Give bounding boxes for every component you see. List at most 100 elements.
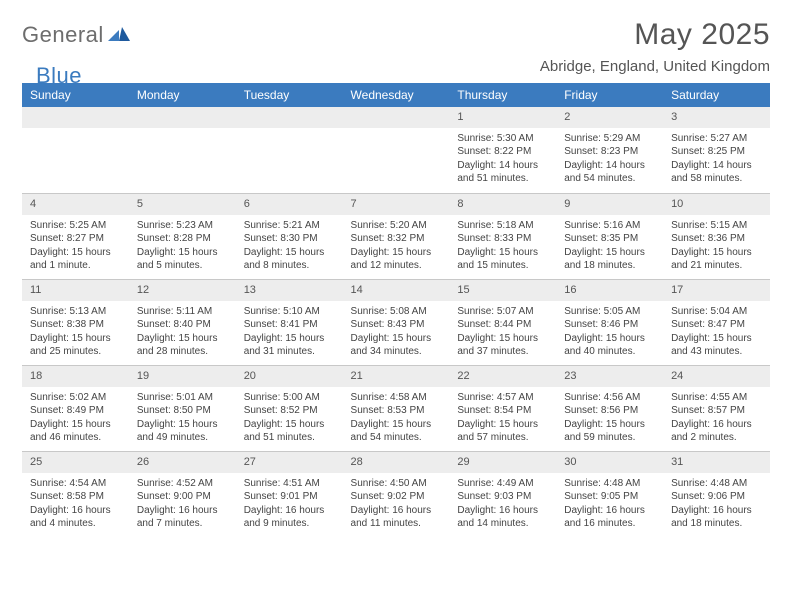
day-header: Monday: [129, 83, 236, 107]
sunrise-line: Sunrise: 5:21 AM: [244, 219, 335, 233]
sunrise-line: Sunrise: 4:57 AM: [457, 391, 548, 405]
calendar-day-cell: [22, 107, 129, 193]
day-body: Sunrise: 5:15 AMSunset: 8:36 PMDaylight:…: [663, 215, 770, 275]
sunset-line: Sunset: 8:58 PM: [30, 490, 121, 504]
sunset-line: Sunset: 8:56 PM: [564, 404, 655, 418]
daylight-line: Daylight: 15 hours and 46 minutes.: [30, 418, 121, 445]
day-number: 10: [663, 193, 770, 215]
day-number: 9: [556, 193, 663, 215]
day-header: Thursday: [449, 83, 556, 107]
logo: General: [22, 18, 132, 48]
day-body: Sunrise: 5:01 AMSunset: 8:50 PMDaylight:…: [129, 387, 236, 447]
day-number: 5: [129, 193, 236, 215]
day-body: Sunrise: 5:08 AMSunset: 8:43 PMDaylight:…: [343, 301, 450, 361]
day-body: Sunrise: 4:55 AMSunset: 8:57 PMDaylight:…: [663, 387, 770, 447]
day-body: Sunrise: 5:16 AMSunset: 8:35 PMDaylight:…: [556, 215, 663, 275]
sunrise-line: Sunrise: 5:01 AM: [137, 391, 228, 405]
day-body: Sunrise: 5:18 AMSunset: 8:33 PMDaylight:…: [449, 215, 556, 275]
daylight-line: Daylight: 15 hours and 49 minutes.: [137, 418, 228, 445]
day-number: [22, 107, 129, 128]
day-body: Sunrise: 5:30 AMSunset: 8:22 PMDaylight:…: [449, 128, 556, 188]
day-body: Sunrise: 4:49 AMSunset: 9:03 PMDaylight:…: [449, 473, 556, 533]
sunrise-line: Sunrise: 5:11 AM: [137, 305, 228, 319]
daylight-line: Daylight: 15 hours and 43 minutes.: [671, 332, 762, 359]
sunset-line: Sunset: 8:22 PM: [457, 145, 548, 159]
day-body: Sunrise: 4:57 AMSunset: 8:54 PMDaylight:…: [449, 387, 556, 447]
sunset-line: Sunset: 8:35 PM: [564, 232, 655, 246]
day-header: Saturday: [663, 83, 770, 107]
day-header: Wednesday: [343, 83, 450, 107]
daylight-line: Daylight: 14 hours and 58 minutes.: [671, 159, 762, 186]
page-title: May 2025: [540, 18, 770, 52]
sunrise-line: Sunrise: 5:00 AM: [244, 391, 335, 405]
sunrise-line: Sunrise: 4:49 AM: [457, 477, 548, 491]
day-body: Sunrise: 4:48 AMSunset: 9:05 PMDaylight:…: [556, 473, 663, 533]
sunset-line: Sunset: 8:40 PM: [137, 318, 228, 332]
page-header: General May 2025 Abridge, England, Unite…: [22, 18, 770, 75]
calendar-day-cell: 1Sunrise: 5:30 AMSunset: 8:22 PMDaylight…: [449, 107, 556, 193]
day-number: 1: [449, 107, 556, 128]
daylight-line: Daylight: 16 hours and 14 minutes.: [457, 504, 548, 531]
calendar-day-cell: 5Sunrise: 5:23 AMSunset: 8:28 PMDaylight…: [129, 193, 236, 279]
daylight-line: Daylight: 16 hours and 11 minutes.: [351, 504, 442, 531]
daylight-line: Daylight: 14 hours and 51 minutes.: [457, 159, 548, 186]
sunrise-line: Sunrise: 5:05 AM: [564, 305, 655, 319]
sunrise-line: Sunrise: 5:02 AM: [30, 391, 121, 405]
day-number: 26: [129, 451, 236, 473]
sunrise-line: Sunrise: 4:54 AM: [30, 477, 121, 491]
calendar-day-cell: 22Sunrise: 4:57 AMSunset: 8:54 PMDayligh…: [449, 365, 556, 451]
calendar-day-cell: [129, 107, 236, 193]
calendar-day-cell: 25Sunrise: 4:54 AMSunset: 8:58 PMDayligh…: [22, 451, 129, 537]
day-number: 6: [236, 193, 343, 215]
day-body: Sunrise: 5:07 AMSunset: 8:44 PMDaylight:…: [449, 301, 556, 361]
day-number: 23: [556, 365, 663, 387]
sunset-line: Sunset: 8:28 PM: [137, 232, 228, 246]
day-number: 8: [449, 193, 556, 215]
day-body: Sunrise: 4:48 AMSunset: 9:06 PMDaylight:…: [663, 473, 770, 533]
sunset-line: Sunset: 9:01 PM: [244, 490, 335, 504]
sunrise-line: Sunrise: 5:04 AM: [671, 305, 762, 319]
sunset-line: Sunset: 8:44 PM: [457, 318, 548, 332]
calendar-week-row: 11Sunrise: 5:13 AMSunset: 8:38 PMDayligh…: [22, 279, 770, 365]
day-number: 31: [663, 451, 770, 473]
sunset-line: Sunset: 8:47 PM: [671, 318, 762, 332]
calendar-day-cell: 14Sunrise: 5:08 AMSunset: 8:43 PMDayligh…: [343, 279, 450, 365]
daylight-line: Daylight: 15 hours and 40 minutes.: [564, 332, 655, 359]
day-body: Sunrise: 4:54 AMSunset: 8:58 PMDaylight:…: [22, 473, 129, 533]
day-number: 13: [236, 279, 343, 301]
calendar-day-cell: 2Sunrise: 5:29 AMSunset: 8:23 PMDaylight…: [556, 107, 663, 193]
day-number: [343, 107, 450, 128]
calendar-day-cell: 30Sunrise: 4:48 AMSunset: 9:05 PMDayligh…: [556, 451, 663, 537]
day-number: 12: [129, 279, 236, 301]
day-body: Sunrise: 4:58 AMSunset: 8:53 PMDaylight:…: [343, 387, 450, 447]
logo-text-general: General: [22, 22, 104, 48]
calendar-day-cell: 9Sunrise: 5:16 AMSunset: 8:35 PMDaylight…: [556, 193, 663, 279]
calendar-day-cell: 17Sunrise: 5:04 AMSunset: 8:47 PMDayligh…: [663, 279, 770, 365]
sunrise-line: Sunrise: 5:10 AM: [244, 305, 335, 319]
calendar-day-cell: [236, 107, 343, 193]
sunrise-line: Sunrise: 5:20 AM: [351, 219, 442, 233]
daylight-line: Daylight: 15 hours and 15 minutes.: [457, 246, 548, 273]
day-number: 16: [556, 279, 663, 301]
day-body: Sunrise: 5:02 AMSunset: 8:49 PMDaylight:…: [22, 387, 129, 447]
calendar-day-cell: 23Sunrise: 4:56 AMSunset: 8:56 PMDayligh…: [556, 365, 663, 451]
sunrise-line: Sunrise: 5:25 AM: [30, 219, 121, 233]
day-number: [129, 107, 236, 128]
daylight-line: Daylight: 15 hours and 54 minutes.: [351, 418, 442, 445]
calendar-day-cell: 8Sunrise: 5:18 AMSunset: 8:33 PMDaylight…: [449, 193, 556, 279]
sunrise-line: Sunrise: 4:52 AM: [137, 477, 228, 491]
day-body: Sunrise: 5:23 AMSunset: 8:28 PMDaylight:…: [129, 215, 236, 275]
calendar-day-cell: 3Sunrise: 5:27 AMSunset: 8:25 PMDaylight…: [663, 107, 770, 193]
calendar-day-cell: 29Sunrise: 4:49 AMSunset: 9:03 PMDayligh…: [449, 451, 556, 537]
daylight-line: Daylight: 16 hours and 2 minutes.: [671, 418, 762, 445]
sunset-line: Sunset: 9:03 PM: [457, 490, 548, 504]
title-block: May 2025 Abridge, England, United Kingdo…: [540, 18, 770, 75]
sunrise-line: Sunrise: 5:13 AM: [30, 305, 121, 319]
logo-mark-icon: [108, 23, 130, 48]
day-body: Sunrise: 5:20 AMSunset: 8:32 PMDaylight:…: [343, 215, 450, 275]
day-number: [236, 107, 343, 128]
day-body: Sunrise: 4:56 AMSunset: 8:56 PMDaylight:…: [556, 387, 663, 447]
day-body: Sunrise: 5:00 AMSunset: 8:52 PMDaylight:…: [236, 387, 343, 447]
calendar-day-cell: 26Sunrise: 4:52 AMSunset: 9:00 PMDayligh…: [129, 451, 236, 537]
sunrise-line: Sunrise: 5:18 AM: [457, 219, 548, 233]
